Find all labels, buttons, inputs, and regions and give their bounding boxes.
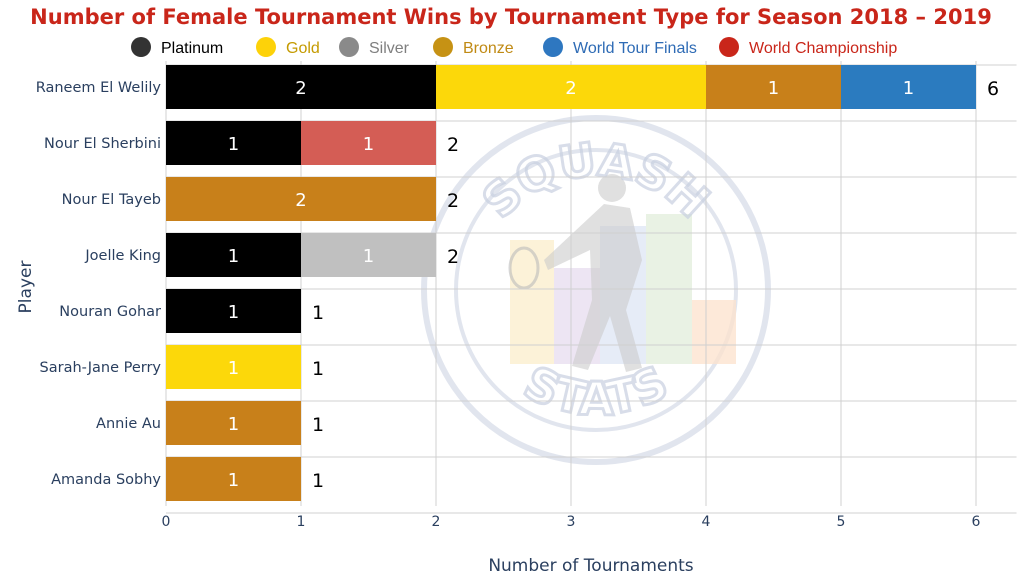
y-tick-label: Sarah-Jane Perry bbox=[40, 360, 162, 376]
bar-total-label: 1 bbox=[312, 302, 324, 324]
x-tick-label: 1 bbox=[297, 514, 306, 530]
watermark-player-body bbox=[544, 204, 642, 372]
bar-value-label: 1 bbox=[903, 78, 914, 99]
bar bbox=[706, 65, 841, 109]
bar-value-label: 1 bbox=[363, 134, 374, 155]
x-tick-label: 5 bbox=[837, 514, 846, 530]
legend-item[interactable]: Gold bbox=[256, 37, 320, 57]
x-tick-label: 3 bbox=[567, 514, 576, 530]
y-tick-label: Nouran Gohar bbox=[59, 304, 161, 320]
legend-marker bbox=[256, 37, 276, 57]
bar-labels: 2 1 1 1 2 1 1 1 2 1 1 1 1 bbox=[228, 78, 914, 491]
legend-marker bbox=[131, 37, 151, 57]
bar-value-label: 1 bbox=[228, 246, 239, 267]
legend-marker bbox=[339, 37, 359, 57]
bars bbox=[166, 65, 976, 501]
bar-total-label: 2 bbox=[447, 134, 459, 156]
x-tick-label: 2 bbox=[432, 514, 441, 530]
bar-total-label: 1 bbox=[312, 358, 324, 380]
legend-item[interactable]: World Tour Finals bbox=[543, 37, 697, 57]
legend-label: Silver bbox=[369, 40, 410, 57]
legend-label: World Championship bbox=[749, 40, 897, 57]
legend-label: Gold bbox=[286, 40, 320, 57]
bar-value-label: 2 bbox=[565, 78, 576, 99]
y-tick-label: Nour El Sherbini bbox=[44, 136, 161, 152]
bar bbox=[166, 289, 301, 333]
y-axis: Raneem El Welily Nour El Sherbini Nour El … bbox=[36, 80, 162, 488]
bar-value-label: 2 bbox=[295, 78, 306, 99]
bar bbox=[166, 401, 301, 445]
y-tick-label: Joelle King bbox=[84, 248, 161, 264]
y-tick-label: Amanda Sobhy bbox=[51, 472, 161, 488]
legend-item[interactable]: Bronze bbox=[433, 37, 514, 57]
bar bbox=[166, 177, 436, 221]
x-tick-label: 6 bbox=[972, 514, 981, 530]
chart-title: Number of Female Tournament Wins by Tour… bbox=[30, 5, 992, 29]
y-axis-title: Player bbox=[16, 261, 36, 314]
legend: Platinum Gold Silver Bronze World Tour Final… bbox=[131, 37, 897, 57]
bar-value-label: 1 bbox=[363, 246, 374, 267]
legend-item[interactable]: Platinum bbox=[131, 37, 223, 57]
x-axis-title: Number of Tournaments bbox=[488, 556, 693, 576]
legend-label: Platinum bbox=[161, 40, 223, 57]
bar bbox=[301, 121, 436, 165]
bar-total-label: 1 bbox=[312, 470, 324, 492]
bar-value-label: 1 bbox=[228, 302, 239, 323]
bar-value-label: 2 bbox=[295, 190, 306, 211]
bar-total-label: 1 bbox=[312, 414, 324, 436]
legend-item[interactable]: Silver bbox=[339, 37, 410, 57]
bar-value-label: 1 bbox=[768, 78, 779, 99]
legend-label: Bronze bbox=[463, 40, 514, 57]
bar bbox=[436, 65, 706, 109]
x-tick-label: 4 bbox=[702, 514, 711, 530]
legend-label: World Tour Finals bbox=[573, 40, 697, 57]
bar-value-label: 1 bbox=[228, 358, 239, 379]
legend-marker bbox=[719, 37, 739, 57]
bar-value-label: 1 bbox=[228, 470, 239, 491]
bar-total-label: 2 bbox=[447, 246, 459, 268]
legend-item[interactable]: World Championship bbox=[719, 37, 897, 57]
watermark-bar bbox=[692, 300, 736, 364]
bar bbox=[166, 121, 301, 165]
y-tick-label: Raneem El Welily bbox=[36, 80, 162, 96]
x-axis: 0 1 2 3 4 5 6 bbox=[162, 514, 981, 530]
legend-marker bbox=[543, 37, 563, 57]
watermark-outer-ring bbox=[421, 115, 771, 465]
watermark-racket bbox=[508, 246, 540, 290]
watermark-word-bottom: STATS bbox=[516, 355, 676, 426]
y-tick-label: Annie Au bbox=[96, 416, 161, 432]
totals: 6 2 2 2 1 1 1 1 bbox=[312, 78, 999, 492]
watermark-inner-ring bbox=[454, 148, 738, 432]
bar-total-label: 6 bbox=[987, 78, 999, 100]
bar bbox=[166, 345, 301, 389]
bar bbox=[166, 65, 436, 109]
legend-marker bbox=[433, 37, 453, 57]
x-tick-label: 0 bbox=[162, 514, 171, 530]
watermark-player-head bbox=[598, 174, 626, 202]
bar bbox=[841, 65, 976, 109]
bar-total-label: 2 bbox=[447, 190, 459, 212]
y-tick-label: Nour El Tayeb bbox=[62, 192, 161, 208]
bar-value-label: 1 bbox=[228, 414, 239, 435]
bar bbox=[166, 457, 301, 501]
bar-value-label: 1 bbox=[228, 134, 239, 155]
bar bbox=[166, 233, 301, 277]
bar bbox=[301, 233, 436, 277]
